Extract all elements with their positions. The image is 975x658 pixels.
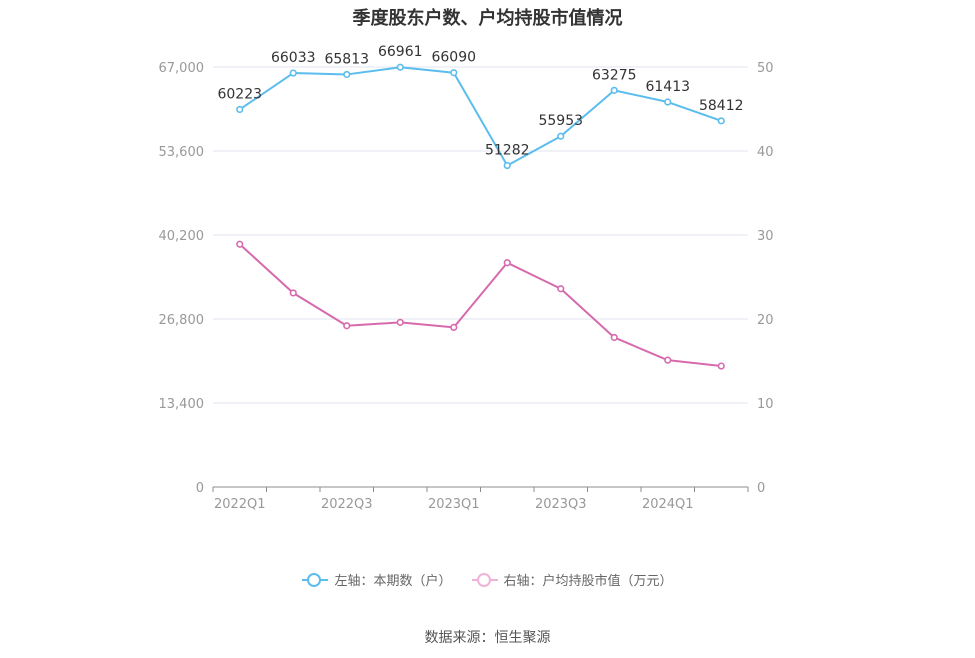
households-point: [664, 98, 672, 106]
households-point: [717, 117, 725, 125]
avg-value-point: [289, 289, 297, 297]
right-axis-tick-label: 20: [757, 313, 774, 328]
households-data-label: 60223: [217, 86, 262, 102]
avg-value-point: [717, 362, 725, 370]
left-axis-tick-label: 53,600: [159, 145, 205, 160]
households-data-label: 66090: [431, 50, 476, 66]
avg-value-line: [239, 243, 722, 368]
right-axis-tick-label: 50: [757, 61, 774, 76]
right-axis-tick-label: 30: [757, 229, 774, 244]
households-data-label: 58412: [699, 98, 744, 114]
legend-swatch-avg-value: [471, 572, 498, 587]
households-point: [450, 69, 458, 77]
avg-value-point: [557, 285, 565, 293]
gridlines: [213, 66, 748, 404]
x-axis-tick-label: 2023Q3: [535, 497, 587, 512]
chart-title: 季度股东户数、户均持股市值情况: [352, 8, 623, 29]
avg-value-point: [450, 323, 458, 332]
right-axis-tick-label: 0: [757, 481, 765, 496]
avg-value-point: [664, 356, 672, 364]
legend-swatch-households: [302, 572, 329, 587]
left-axis-tick-label: 26,800: [159, 313, 205, 328]
avg-value-point: [610, 333, 618, 342]
households-data-label: 66961: [378, 44, 423, 60]
households-point: [343, 70, 351, 79]
households-point: [503, 161, 511, 170]
avg-value-point: [236, 240, 244, 248]
households-data-label: 51282: [485, 143, 530, 159]
avg-value-point: [503, 259, 511, 267]
x-axis-tick-label: 2023Q1: [428, 497, 480, 512]
legend: 左轴：本期数（户） 右轴：户均持股市值（万元）: [0, 570, 975, 589]
households-line: [239, 66, 722, 167]
households-point: [557, 132, 565, 140]
x-axis-tick-label: 2022Q3: [321, 497, 373, 512]
data-source: 数据来源：恒生聚源: [424, 630, 551, 646]
legend-label-avg-value: 右轴：户均持股市值（万元）: [503, 574, 673, 589]
households-point: [396, 63, 404, 71]
avg-value-point: [343, 322, 351, 330]
legend-label-households: 左轴：本期数（户）: [334, 574, 452, 589]
households-point: [289, 69, 297, 77]
left-axis-tick-label: 13,400: [159, 397, 205, 412]
legend-item-avg-value[interactable]: 右轴：户均持股市值（万元）: [471, 570, 673, 589]
left-axis-tick-label: 0: [196, 481, 204, 496]
x-axis-tick-label: 2024Q1: [642, 497, 694, 512]
households-data-label: 63275: [592, 67, 637, 83]
left-axis-tick-label: 67,000: [159, 61, 205, 76]
data-labels: 60223 66033 65813 66961 66090 51282 55953 63275…: [217, 44, 743, 158]
households-data-label: 55953: [538, 113, 583, 129]
axes: 0 0 13,400 10 26,800 20 40,200 30 53,600 40 67,000…: [159, 61, 774, 512]
households-point: [610, 86, 618, 94]
series-lines: [236, 63, 725, 370]
legend-item-households[interactable]: 左轴：本期数（户）: [302, 570, 452, 589]
right-axis-tick-label: 10: [757, 397, 774, 412]
right-axis-tick-label: 40: [757, 145, 774, 160]
households-point: [236, 105, 244, 114]
households-data-label: 65813: [324, 51, 369, 67]
left-axis-tick-label: 40,200: [159, 229, 205, 244]
x-axis-tick-label: 2022Q1: [214, 497, 266, 512]
avg-value-point: [396, 318, 404, 326]
households-data-label: 61413: [645, 79, 690, 95]
households-data-label: 66033: [271, 50, 316, 66]
